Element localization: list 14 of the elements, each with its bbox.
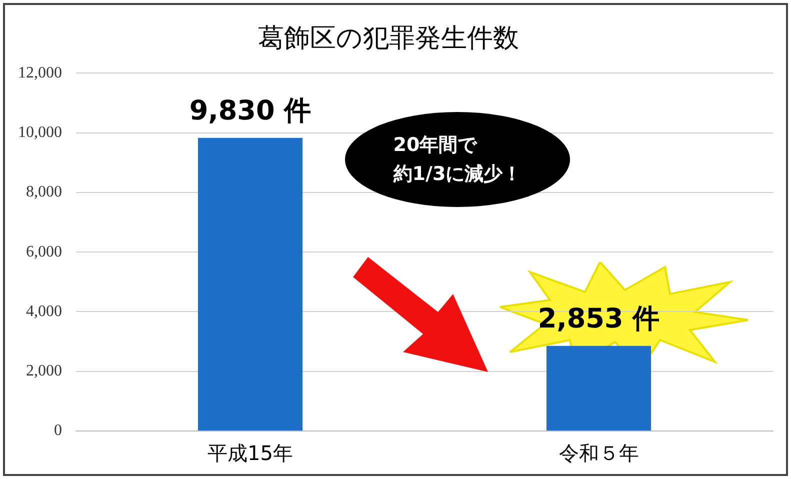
y-tick-label: 0 (54, 422, 62, 440)
chart-title: 葛飾区の犯罪発生件数 (258, 23, 519, 54)
y-tick-label: 4,000 (26, 302, 62, 320)
x-tick-label: 平成15年 (208, 441, 293, 466)
data-label: 2,853 件 (538, 303, 660, 334)
y-tick-label: 2,000 (26, 362, 62, 380)
x-tick-label: 令和５年 (558, 441, 639, 466)
y-tick-label: 6,000 (26, 243, 62, 260)
annotation: 約1/3に減少！ (393, 162, 522, 186)
y-tick-label: 8,000 (26, 184, 62, 201)
data-label: 9,830 件 (189, 95, 312, 126)
annotation: 20年間で (393, 133, 478, 158)
y-tick-label: 10,000 (18, 124, 62, 142)
y-tick-label: 12,000 (18, 64, 62, 82)
